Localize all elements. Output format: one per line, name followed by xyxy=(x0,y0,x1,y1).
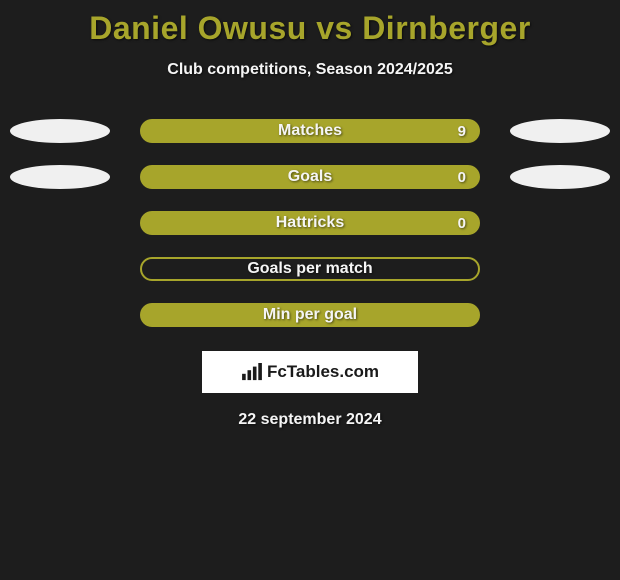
stat-row: Matches9 xyxy=(0,119,620,143)
player-left-ellipse xyxy=(10,119,110,143)
logo-bar-3 xyxy=(253,367,257,381)
logo-bar-4 xyxy=(258,363,262,380)
stat-value: 0 xyxy=(458,213,466,233)
logo-text: FcTables.com xyxy=(267,362,379,382)
stat-bar: Matches9 xyxy=(140,119,480,143)
stats-list: Matches9Goals0Hattricks0Goals per matchM… xyxy=(0,119,620,327)
stat-row: Hattricks0 xyxy=(0,211,620,235)
stat-row: Goals0 xyxy=(0,165,620,189)
page-subtitle: Club competitions, Season 2024/2025 xyxy=(0,61,620,79)
logo-chart-icon xyxy=(241,363,263,381)
stat-bar: Min per goal xyxy=(140,303,480,327)
logo-bar-1 xyxy=(242,374,246,380)
page-title: Daniel Owusu vs Dirnberger xyxy=(0,0,620,47)
stat-bar: Goals0 xyxy=(140,165,480,189)
stat-label: Min per goal xyxy=(142,305,478,325)
player-right-ellipse xyxy=(510,119,610,143)
player-right-ellipse xyxy=(510,165,610,189)
stat-row: Min per goal xyxy=(0,303,620,327)
date-text: 22 september 2024 xyxy=(0,411,620,429)
player-left-ellipse xyxy=(10,165,110,189)
stat-value: 9 xyxy=(458,121,466,141)
stat-label: Goals xyxy=(142,167,478,187)
stat-value: 0 xyxy=(458,167,466,187)
stat-label: Hattricks xyxy=(142,213,478,233)
stat-bar: Hattricks0 xyxy=(140,211,480,235)
stat-row: Goals per match xyxy=(0,257,620,281)
stat-label: Matches xyxy=(142,121,478,141)
logo-box: FcTables.com xyxy=(202,351,418,393)
logo-bar-2 xyxy=(247,370,251,380)
stat-bar: Goals per match xyxy=(140,257,480,281)
comparison-infographic: Daniel Owusu vs Dirnberger Club competit… xyxy=(0,0,620,580)
stat-label: Goals per match xyxy=(142,259,478,279)
